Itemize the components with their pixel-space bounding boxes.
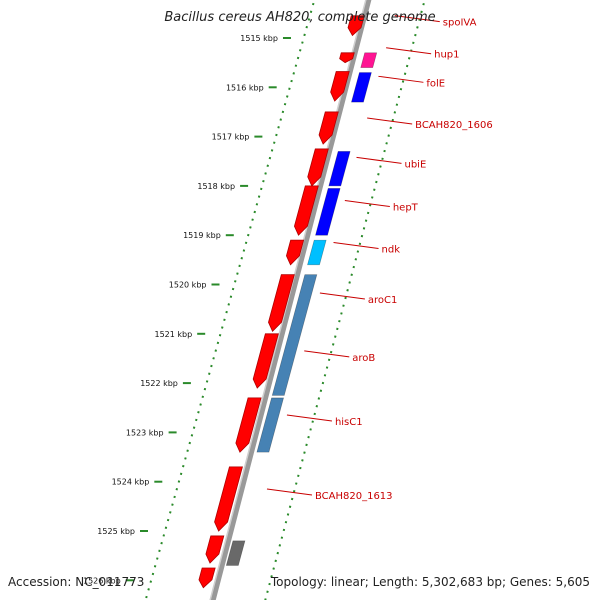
gene-label: BCAH820_1613 xyxy=(315,491,393,502)
scale-tick-label: 1518 kbp xyxy=(197,182,235,191)
feature-block[interactable] xyxy=(307,239,327,266)
feature-block[interactable] xyxy=(256,397,284,453)
accession-text: Accession: NC_011773 xyxy=(8,575,145,589)
scale-tick-label: 1520 kbp xyxy=(169,281,207,290)
scale-tick-label: 1524 kbp xyxy=(112,478,150,487)
gene-label: hisC1 xyxy=(335,417,363,428)
gene-arrow[interactable] xyxy=(268,274,295,333)
gene-label: folE xyxy=(426,78,445,89)
gene-label: aroB xyxy=(352,353,375,364)
gene-label-leader xyxy=(266,488,313,496)
gene-arrow[interactable] xyxy=(235,397,262,453)
scale-tick-label: 1516 kbp xyxy=(226,83,264,92)
gene-label-leader xyxy=(378,75,424,83)
feature-block[interactable] xyxy=(271,274,318,396)
scale-tick-label: 1515 kbp xyxy=(240,34,278,43)
gene-arrow[interactable] xyxy=(307,148,329,187)
genome-title: Bacillus cereus AH820, complete genome xyxy=(164,10,436,25)
gene-label: spoIVA xyxy=(443,18,477,29)
gene-label: aroC1 xyxy=(368,295,397,306)
gene-arrow[interactable] xyxy=(339,52,355,64)
scale-tick-label: 1522 kbp xyxy=(140,379,178,388)
gene-label: hepT xyxy=(393,203,419,214)
feature-block[interactable] xyxy=(360,52,378,68)
gene-label-leader xyxy=(333,241,379,249)
gene-label: ubiE xyxy=(404,159,426,170)
gene-label-leader xyxy=(386,47,432,55)
feature-block[interactable] xyxy=(351,72,372,103)
gene-label-leader xyxy=(367,117,413,125)
gene-arrow[interactable] xyxy=(330,71,350,102)
scale-tick-label: 1525 kbp xyxy=(97,527,135,536)
gene-label-leader xyxy=(286,414,333,422)
gene-arrow[interactable] xyxy=(318,111,339,145)
scale-tick-label: 1526 kbp xyxy=(83,576,121,585)
gene-label-leader xyxy=(344,200,390,208)
gene-arrow[interactable] xyxy=(214,466,243,532)
gene-arrow[interactable] xyxy=(198,567,216,589)
feature-block[interactable] xyxy=(328,151,351,187)
gene-label: hup1 xyxy=(434,50,459,61)
gene-label-leader xyxy=(394,15,440,23)
gene-label: ndk xyxy=(382,244,401,255)
gene-label-leader xyxy=(304,350,350,358)
scale-tick-label: 1521 kbp xyxy=(154,330,192,339)
gene-arrow[interactable] xyxy=(286,239,305,266)
gene-label-leader xyxy=(319,292,365,300)
gene-label: BCAH820_1606 xyxy=(415,120,493,131)
feature-block[interactable] xyxy=(315,188,341,236)
topology-text: Topology: linear; Length: 5,302,683 bp; … xyxy=(270,575,590,589)
scale-tick-label: 1519 kbp xyxy=(183,231,221,240)
scale-tick-label: 1517 kbp xyxy=(212,133,250,142)
feature-block[interactable] xyxy=(225,540,246,566)
scale-tick-label: 1523 kbp xyxy=(126,428,164,437)
gene-label-leader xyxy=(356,156,402,164)
gene-arrow[interactable] xyxy=(294,185,319,236)
gene-arrow[interactable] xyxy=(205,535,225,564)
genome-backbone xyxy=(210,0,372,600)
gene-arrow[interactable] xyxy=(347,15,365,37)
gene-arrow[interactable] xyxy=(252,333,279,389)
